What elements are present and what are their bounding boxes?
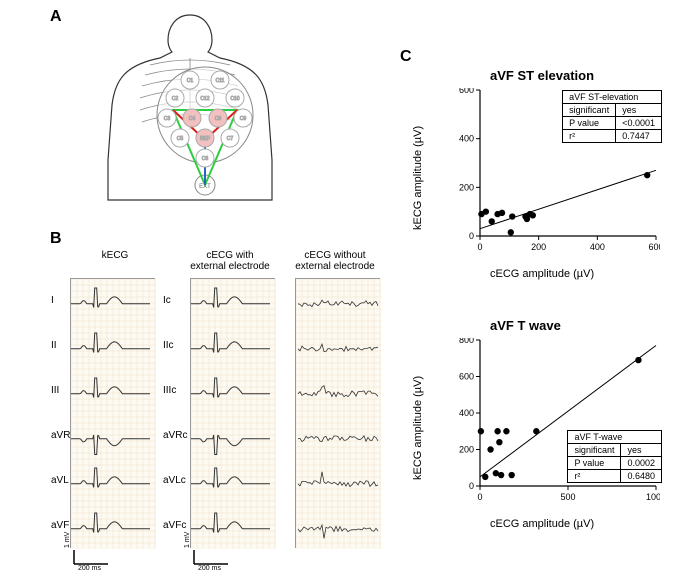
svg-text:600: 600 xyxy=(459,88,474,95)
svg-text:600: 600 xyxy=(648,242,660,252)
cecg-without-column xyxy=(295,278,380,548)
lead-label: aVR xyxy=(51,430,70,441)
lead-label: aVLc xyxy=(163,475,186,486)
lead-label: II xyxy=(51,340,57,351)
chart1-ylabel: kECG amplitude (µV) xyxy=(412,126,424,230)
inset-table: aVF T-wavesignificantyesP value0.0002r²0… xyxy=(567,430,662,483)
cecg-with-title: cECG with external electrode xyxy=(190,250,270,272)
svg-text:C3: C3 xyxy=(164,116,171,122)
svg-text:0: 0 xyxy=(469,481,474,491)
lead-label: I xyxy=(51,295,54,306)
svg-text:0: 0 xyxy=(469,231,474,241)
cecg-with-column: IcIIcIIIcaVRcaVLcaVFc xyxy=(190,278,275,548)
chart-st-elevation: aVF ST elevation kECG amplitude (µV) cEC… xyxy=(400,70,670,280)
svg-text:C6: C6 xyxy=(202,156,209,162)
svg-text:0: 0 xyxy=(477,242,482,252)
chart1-xlabel: cECG amplitude (µV) xyxy=(490,268,594,280)
inset-table: aVF ST-elevationsignificantyesP value<0.… xyxy=(562,90,662,143)
lead-label: IIIc xyxy=(163,385,176,396)
svg-text:C4: C4 xyxy=(189,116,196,122)
svg-text:400: 400 xyxy=(459,408,474,418)
svg-text:400: 400 xyxy=(590,242,605,252)
lead-label: aVF xyxy=(51,520,69,531)
svg-text:C11: C11 xyxy=(216,78,225,84)
svg-text:200: 200 xyxy=(459,182,474,192)
lead-label: aVL xyxy=(51,475,69,486)
panel-label-c: C xyxy=(400,48,412,66)
chart2-title: aVF T wave xyxy=(490,318,561,333)
lead-label: aVRc xyxy=(163,430,187,441)
svg-text:C7: C7 xyxy=(227,136,234,142)
lead-label: IIc xyxy=(163,340,174,351)
kecg-title: kECG xyxy=(85,250,145,261)
svg-text:200: 200 xyxy=(531,242,546,252)
scale-bar: 1 mV200 ms xyxy=(190,550,240,574)
chart2-xlabel: cECG amplitude (µV) xyxy=(490,518,594,530)
scale-bar: 1 mV200 ms xyxy=(70,550,120,574)
svg-text:C2: C2 xyxy=(172,96,179,102)
panel-label-a: A xyxy=(50,8,62,26)
svg-text:C9: C9 xyxy=(240,116,247,122)
svg-text:600: 600 xyxy=(459,372,474,382)
svg-text:C1: C1 xyxy=(187,78,194,84)
svg-text:0: 0 xyxy=(477,492,482,502)
chart2-ylabel: kECG amplitude (µV) xyxy=(412,376,424,480)
svg-text:400: 400 xyxy=(459,134,474,144)
torso-diagram: EXT C1 C11 C2 C12 C10 C3 C4 C8 C9 C5 REF… xyxy=(90,10,290,200)
panel-label-b: B xyxy=(50,230,62,248)
svg-text:200: 200 xyxy=(459,445,474,455)
ecg-panel: kECG cECG with external electrode cECG w… xyxy=(50,250,400,570)
lead-label: aVFc xyxy=(163,520,186,531)
svg-text:C8: C8 xyxy=(215,116,222,122)
cecg-without-title: cECG without external electrode xyxy=(295,250,375,272)
lead-label: III xyxy=(51,385,59,396)
svg-text:C10: C10 xyxy=(230,96,239,102)
svg-text:800: 800 xyxy=(459,338,474,345)
svg-text:1000: 1000 xyxy=(646,492,660,502)
chart-t-wave: aVF T wave kECG amplitude (µV) cECG ampl… xyxy=(400,320,670,530)
lead-label: Ic xyxy=(163,295,171,306)
svg-text:C12: C12 xyxy=(200,96,209,102)
svg-text:C5: C5 xyxy=(177,136,184,142)
svg-text:500: 500 xyxy=(560,492,575,502)
kecg-column: IIIIIIaVRaVLaVF xyxy=(70,278,155,548)
chart1-title: aVF ST elevation xyxy=(490,68,594,83)
svg-text:REF: REF xyxy=(200,136,210,142)
